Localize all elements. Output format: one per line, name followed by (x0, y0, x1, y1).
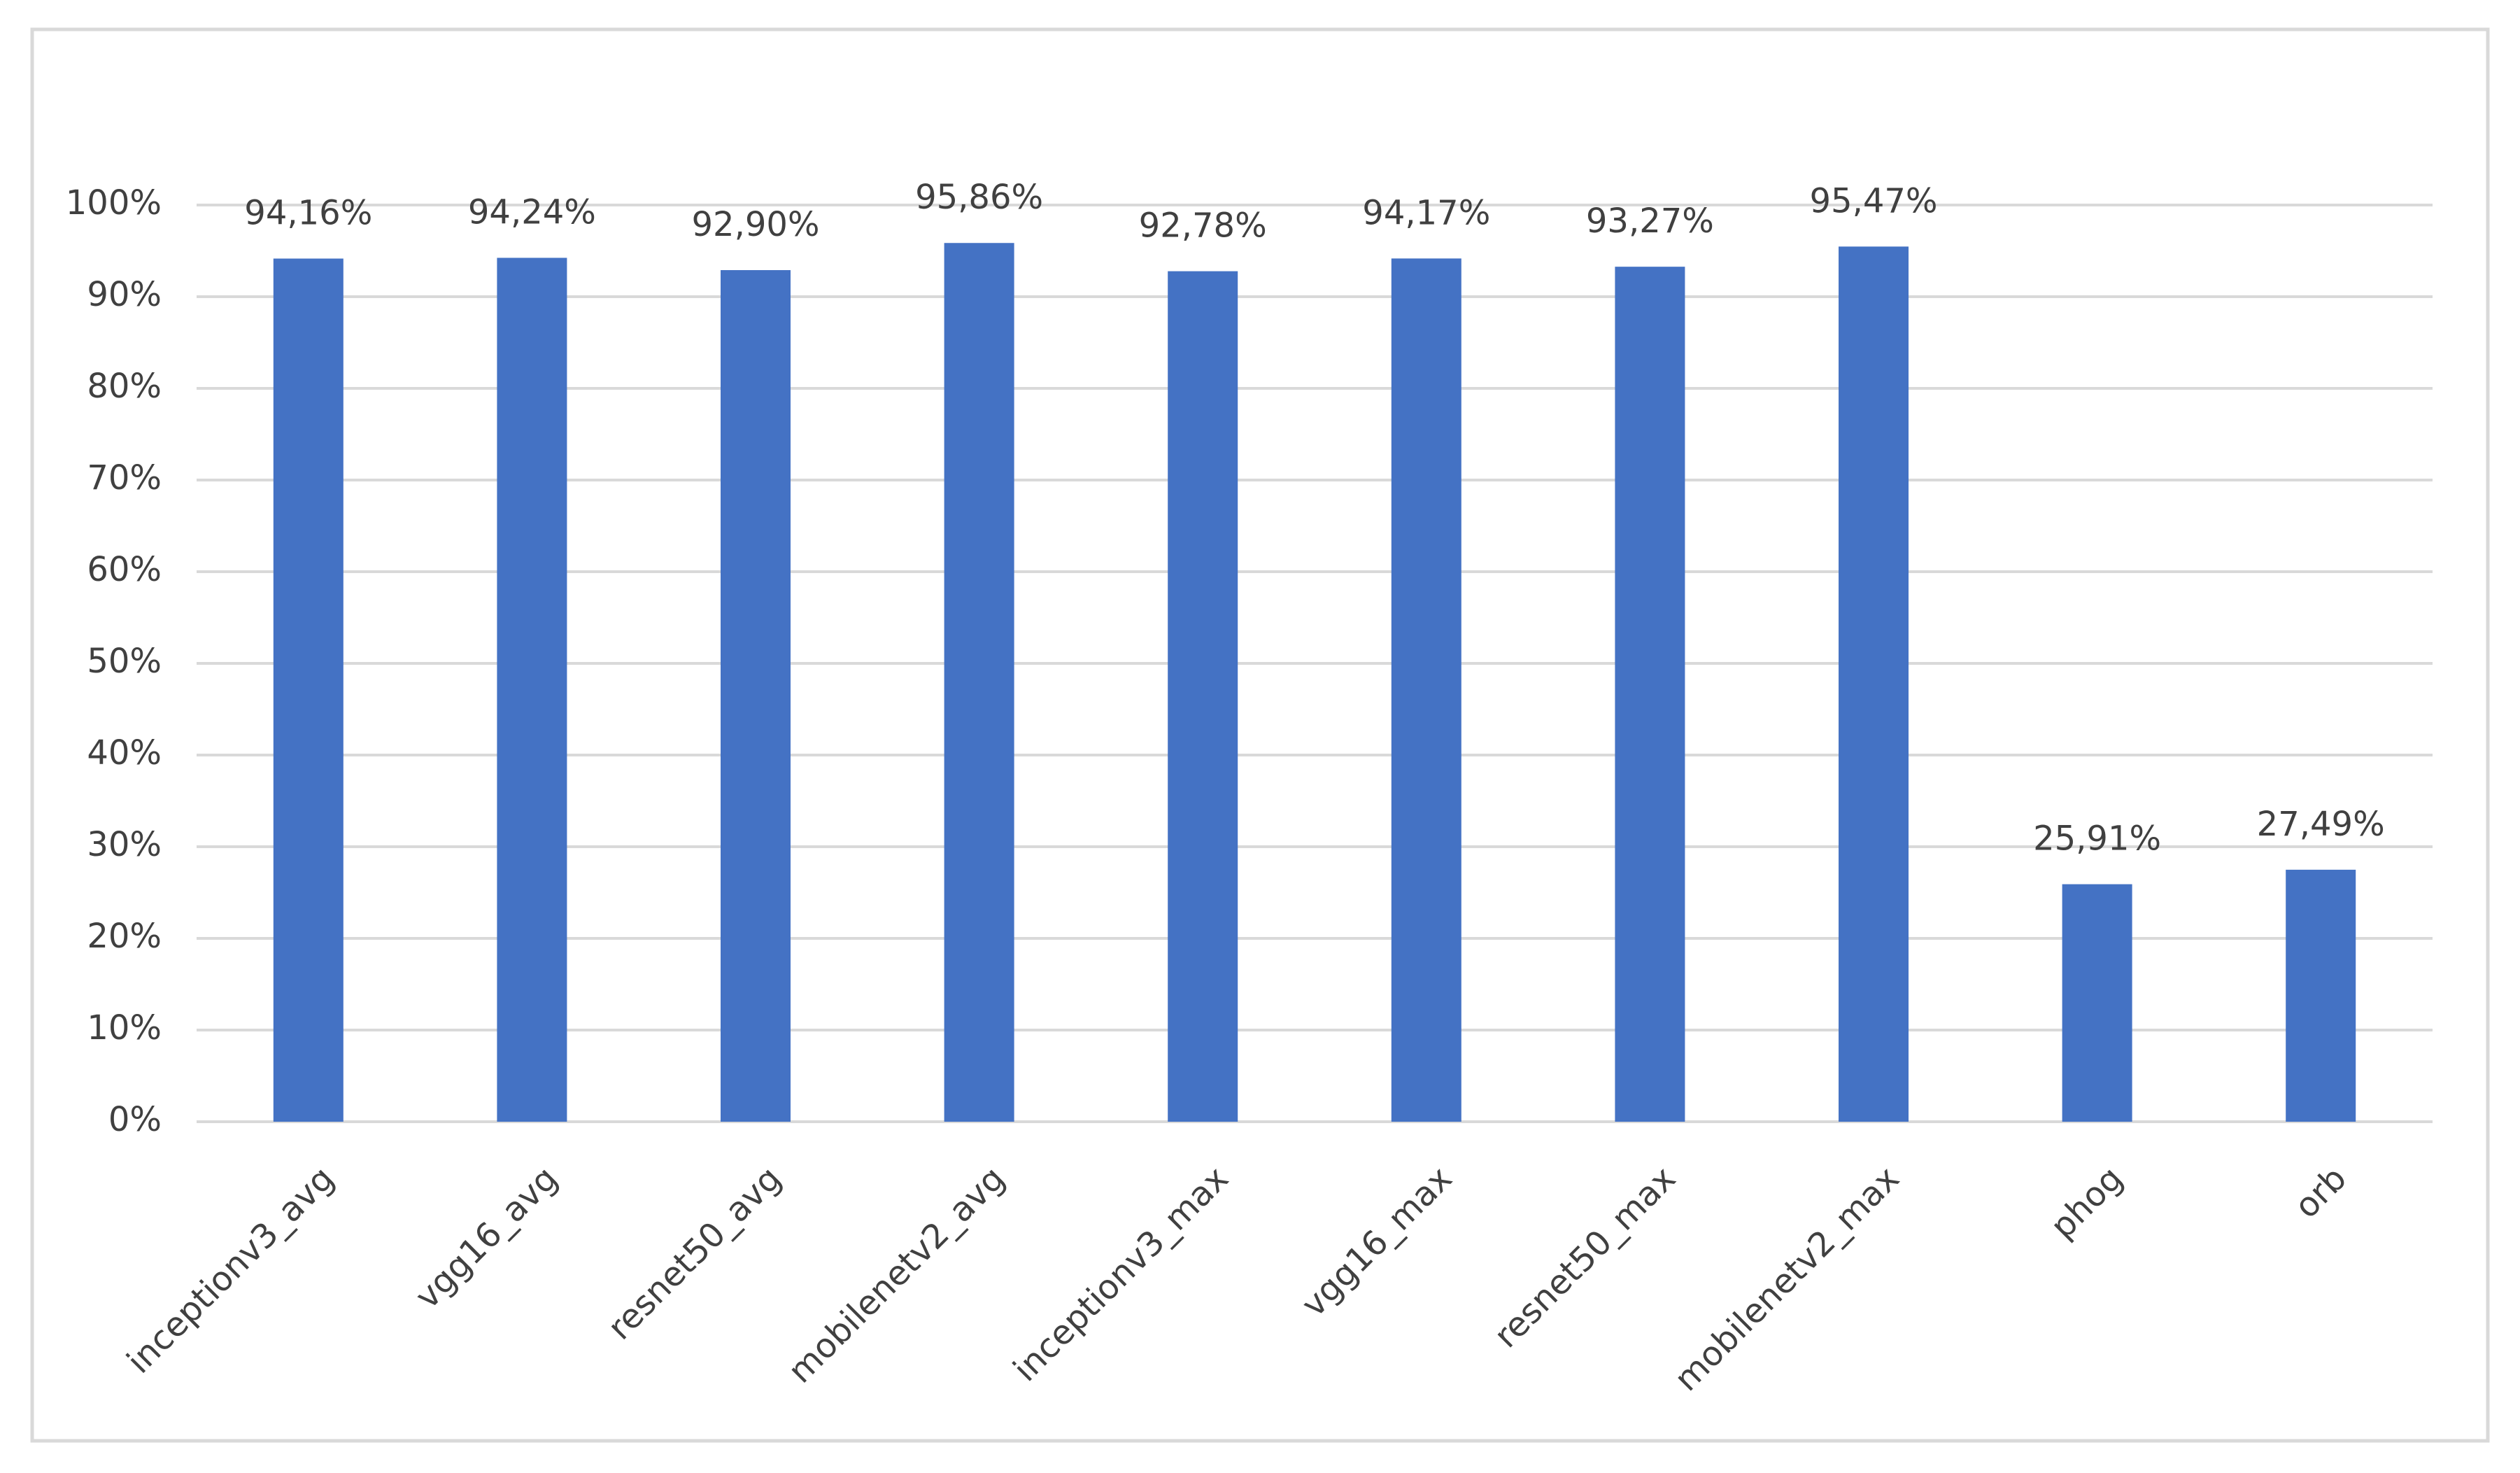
data-label: 92,78% (1139, 206, 1267, 246)
bar (1615, 267, 1685, 1122)
data-label: 25,91% (2033, 819, 2161, 859)
y-tick-label: 20% (87, 917, 162, 956)
data-label: 92,90% (691, 205, 819, 244)
bar (497, 258, 567, 1122)
y-tick-label: 90% (87, 275, 162, 314)
data-label: 94,16% (244, 194, 372, 233)
y-tick-label: 10% (87, 1008, 162, 1048)
data-label: 27,49% (2257, 805, 2385, 844)
data-label: 95,47% (1809, 181, 1937, 220)
data-label: 94,17% (1362, 193, 1490, 232)
bar (273, 258, 344, 1122)
data-label: 95,86% (915, 178, 1043, 217)
data-label: 93,27% (1586, 202, 1714, 241)
data-label: 94,24% (468, 192, 596, 232)
bar (1168, 271, 1238, 1122)
chart-border (30, 27, 2490, 1443)
y-tick-label: 50% (87, 642, 162, 681)
bar (2286, 869, 2356, 1122)
y-tick-label: 40% (87, 733, 162, 773)
y-tick-label: 70% (87, 458, 162, 498)
y-tick-label: 30% (87, 825, 162, 864)
y-tick-label: 0% (108, 1100, 162, 1139)
bar (721, 270, 791, 1122)
bar (1839, 246, 1909, 1122)
bar (2062, 884, 2132, 1122)
bar (944, 243, 1014, 1122)
y-tick-label: 80% (87, 367, 162, 406)
y-tick-label: 100% (66, 183, 162, 223)
y-tick-label: 60% (87, 550, 162, 589)
bar (1391, 258, 1461, 1122)
